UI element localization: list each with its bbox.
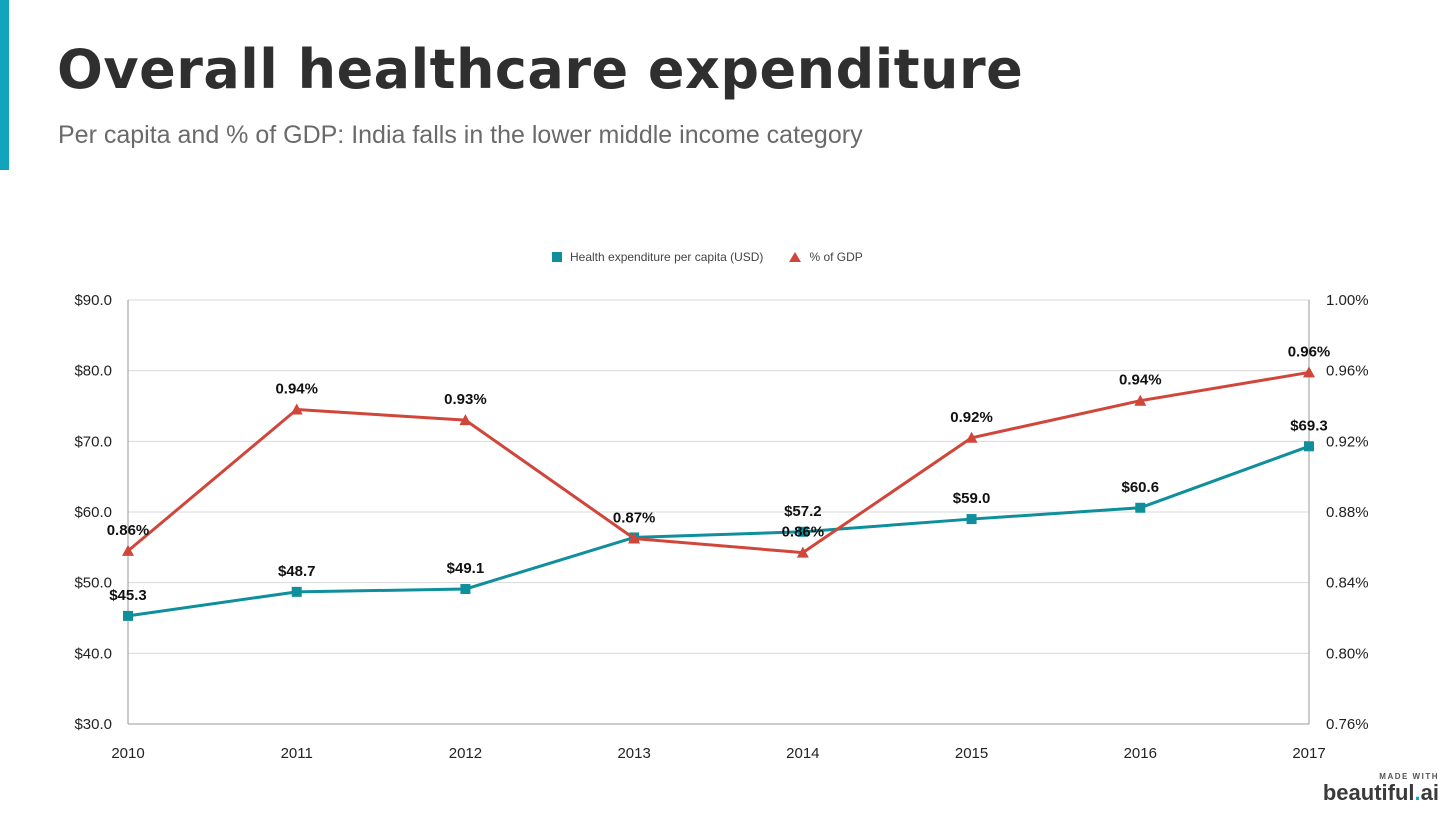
gdp-data-label: 0.86% [107, 522, 150, 539]
legend-triangle-marker-icon [789, 252, 802, 262]
legend-label-per-capita: Health expenditure per capita (USD) [570, 250, 764, 264]
page-title: Overall healthcare expenditure [57, 38, 1024, 101]
gdp-triangle-marker [1134, 394, 1147, 406]
legend-square-marker-icon [552, 252, 562, 262]
y-right-tick-label: 0.88% [1326, 504, 1369, 521]
gdp-triangle-marker [965, 431, 978, 443]
y-right-tick-label: 1.00% [1326, 292, 1369, 309]
y-left-tick-label: $60.0 [74, 504, 112, 521]
gdp-triangle-marker [628, 532, 641, 544]
y-right-tick-label: 0.80% [1326, 645, 1369, 662]
series-line-per-capita [127, 444, 1310, 618]
y-right-tick-label: 0.96% [1326, 363, 1369, 380]
gdp-data-label: 0.96% [1288, 343, 1331, 360]
y-left-tick-label: $30.0 [74, 716, 112, 733]
accent-bar [0, 0, 9, 170]
brand-name-dot: . [1414, 780, 1421, 805]
per-capita-square-marker [1135, 502, 1146, 513]
y-right-tick-label: 0.92% [1326, 433, 1369, 450]
per-capita-data-label: $57.2 [784, 503, 822, 520]
per-capita-square-marker [460, 584, 471, 595]
y-right-tick-label: 0.84% [1326, 575, 1369, 592]
gdp-data-label: 0.87% [613, 510, 656, 527]
x-tick-label: 2017 [1292, 745, 1325, 762]
y-left-tick-label: $70.0 [74, 433, 112, 450]
per-capita-data-label: $69.3 [1290, 417, 1328, 434]
brand-name-suffix: ai [1420, 780, 1439, 805]
y-left-tick-label: $40.0 [74, 645, 112, 662]
gdp-data-label: 0.93% [444, 391, 487, 408]
series-line-gdp [127, 370, 1310, 555]
per-capita-data-label: $49.1 [447, 560, 485, 577]
gdp-data-label: 0.94% [275, 381, 318, 398]
per-capita-data-label: $60.6 [1122, 479, 1160, 496]
legend-item-per-capita: Health expenditure per capita (USD) [552, 250, 763, 264]
x-tick-label: 2011 [281, 745, 313, 762]
per-capita-square-marker [1304, 441, 1314, 452]
gdp-data-label: 0.86% [782, 524, 825, 541]
x-tick-label: 2013 [617, 745, 650, 762]
per-capita-square-marker [797, 526, 808, 537]
brand-name: beautiful.ai [1323, 781, 1439, 805]
y-left-tick-label: $80.0 [74, 363, 112, 380]
x-tick-label: 2016 [1124, 745, 1157, 762]
chart-legend: Health expenditure per capita (USD) % of… [552, 250, 889, 264]
x-tick-label: 2012 [449, 745, 482, 762]
per-capita-data-label: $59.0 [953, 490, 991, 507]
y-right-tick-label: 0.76% [1326, 716, 1369, 733]
legend-item-gdp: % of GDP [789, 250, 863, 264]
gdp-triangle-marker [1303, 366, 1315, 378]
gdp-triangle-marker [122, 544, 134, 556]
x-tick-label: 2015 [955, 745, 988, 762]
gdp-data-label: 0.92% [950, 409, 993, 426]
brand-name-main: beautiful [1322, 780, 1415, 805]
per-capita-square-marker [291, 586, 302, 597]
y-left-tick-label: $90.0 [74, 292, 112, 309]
per-capita-data-label: $45.3 [109, 587, 147, 604]
page-subtitle: Per capita and % of GDP: India falls in … [58, 121, 863, 149]
legend-label-gdp: % of GDP [809, 250, 863, 264]
x-tick-label: 2010 [111, 745, 144, 762]
gdp-data-label: 0.94% [1119, 372, 1162, 389]
brand-logo: MADE WITH beautiful.ai [1323, 772, 1439, 805]
brand-made-with: MADE WITH [1379, 772, 1439, 781]
gdp-triangle-marker [459, 414, 472, 426]
per-capita-data-label: $48.7 [278, 563, 316, 580]
y-left-tick-label: $50.0 [74, 575, 112, 592]
per-capita-square-marker [123, 610, 133, 621]
x-tick-label: 2014 [786, 745, 819, 762]
gdp-triangle-marker [290, 403, 303, 415]
per-capita-square-marker [966, 514, 977, 525]
gdp-triangle-marker [796, 546, 809, 558]
